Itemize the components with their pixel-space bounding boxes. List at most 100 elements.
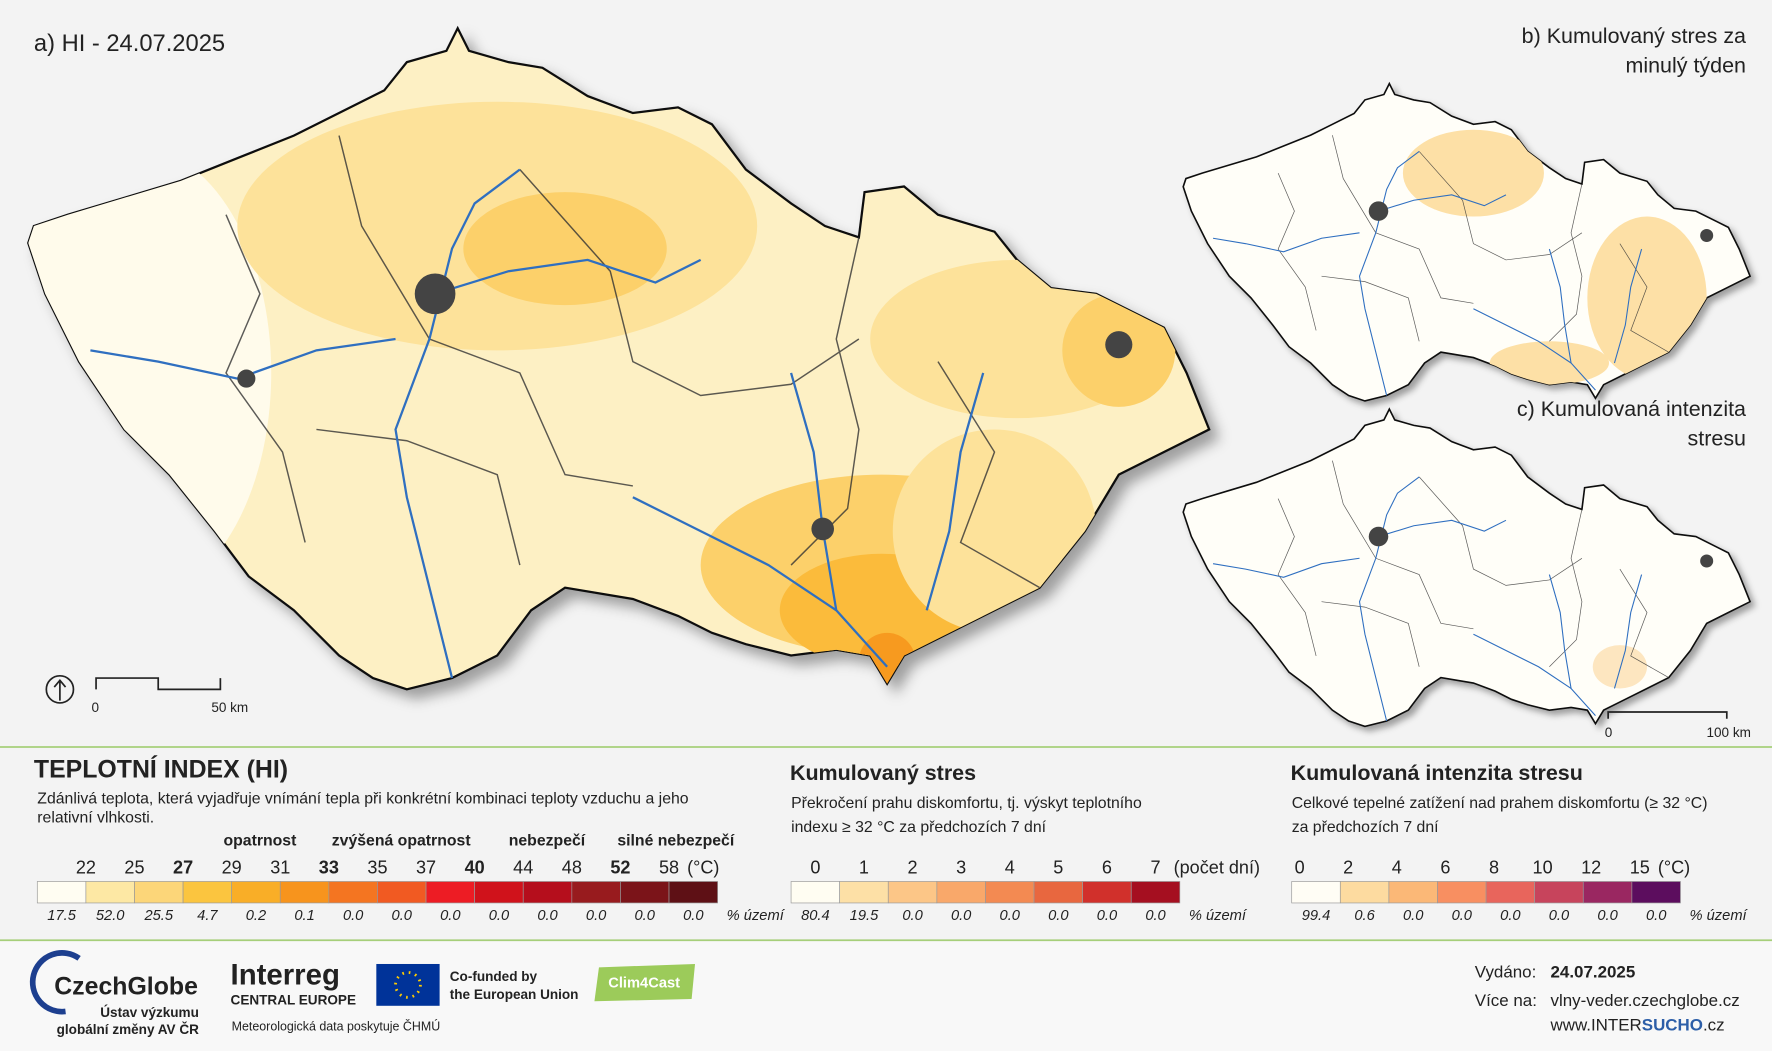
legend-tick-label: 12 [1581, 858, 1601, 878]
legend-swatch [1631, 881, 1681, 904]
legend-description: Překročení prahu diskomfortu, tj. výskyt… [791, 795, 1142, 812]
legend-share: 0.0 [1500, 908, 1521, 924]
legend-tick-label: 0 [810, 858, 820, 878]
legend-share: 25.5 [143, 908, 173, 924]
legend-description: relativní vlhkosti. [37, 810, 154, 827]
legend-swatch [377, 881, 427, 904]
project-name: Clim4Cast [608, 976, 680, 992]
legend-tick-label: 22 [76, 858, 96, 878]
legend-share: 19.5 [850, 908, 879, 924]
legend-swatch [839, 881, 889, 904]
legend-share: 4.7 [197, 908, 218, 924]
legend-share-unit: % území [1189, 908, 1248, 924]
legend-share-unit: % území [1690, 908, 1749, 924]
legend-share: 99.4 [1302, 908, 1331, 924]
legend-swatch [1437, 881, 1487, 904]
logo-subtitle: Ústav výzkumu [100, 1005, 199, 1020]
legend-swatch [790, 881, 841, 904]
legend-tick-label: 2 [1343, 858, 1353, 878]
legend-tick-label: 44 [513, 858, 533, 878]
legend-tick-label: 52 [610, 858, 630, 878]
legend-swatch [1582, 881, 1633, 904]
eu-flag [376, 963, 440, 1006]
map-intensity: c) Kumulovaná intenzita stresu 0 100 km [1182, 397, 1751, 740]
legend-swatch [1485, 881, 1536, 904]
map-title: b) Kumulovaný stres za [1522, 24, 1746, 48]
legend-swatch [668, 881, 718, 904]
hazard-level: nebezpečí [509, 832, 586, 849]
legend-share-unit: % území [727, 908, 786, 924]
north-arrow [53, 679, 67, 701]
legend-unit: (počet dní) [1174, 858, 1260, 878]
legend-swatch [182, 881, 233, 904]
legend-swatch [571, 881, 621, 904]
legend-items: 22 25 27 29 31 33 35 37 40 44 48 52 58 (°C)17.5 52.0 25… [36, 832, 1749, 924]
scale-label: 100 km [1706, 725, 1750, 740]
eu-stars [394, 971, 422, 999]
legend-share: 0.0 [392, 908, 413, 924]
legend-share: 0.0 [1403, 908, 1424, 924]
legend-share: 0.0 [683, 908, 704, 924]
legend-share: 0.0 [1048, 908, 1069, 924]
logo-subtitle: globální změny AV ČR [57, 1022, 199, 1037]
legend-swatch [85, 881, 135, 904]
scale-bar [1607, 711, 1728, 719]
legend-tick-label: 10 [1533, 858, 1553, 878]
hazard-level: silné nebezpečí [617, 832, 734, 849]
legend-tick-label: 33 [319, 858, 339, 878]
legend-description: Zdánlivá teplota, která vyjadřuje vnímán… [37, 791, 689, 808]
more-label: Více na: [1475, 991, 1537, 1010]
legend-tick-label: 4 [1005, 858, 1015, 878]
legend-tick-label: 1 [859, 858, 869, 878]
interreg-region: CENTRAL EUROPE [231, 993, 356, 1008]
legend-tick-label: 25 [124, 858, 144, 878]
legend-swatch [36, 881, 87, 904]
legend-swatch [522, 881, 573, 904]
issued-label: Vydáno: [1475, 963, 1537, 982]
legend-swatch [279, 881, 330, 904]
legend-unit: (°C) [687, 858, 719, 878]
legend-swatch [231, 881, 281, 904]
legend-swatch [1082, 881, 1132, 904]
legend-swatch [985, 881, 1035, 904]
legend-tick-label: 0 [1295, 858, 1305, 878]
legend-swatch [620, 881, 670, 904]
map-title: a) HI - 24.07.2025 [34, 31, 225, 57]
legend-share: 0.1 [294, 908, 314, 924]
legend-title: Kumulovaný stres [790, 761, 976, 785]
legend-share: 0.0 [1000, 908, 1021, 924]
legend-swatch [1339, 881, 1390, 904]
legend-tick-label: 6 [1102, 858, 1112, 878]
legend-swatch [1033, 881, 1083, 904]
legend-share: 0.0 [635, 908, 656, 924]
hazard-level: opatrnost [223, 832, 297, 849]
scale-label: 0 [92, 700, 100, 715]
legend-unit: (°C) [1658, 858, 1690, 878]
legend-tick-label: 8 [1489, 858, 1499, 878]
legend-swatch [1291, 881, 1341, 904]
legend-swatch [887, 881, 938, 904]
legend-swatch [328, 881, 378, 904]
legend-share: 0.6 [1354, 908, 1375, 924]
legend-tick-label: 6 [1440, 858, 1450, 878]
map-title: c) Kumulovaná intenzita [1517, 397, 1746, 421]
data-source: Meteorologická data poskytuje ČHMÚ [232, 1019, 441, 1034]
logo-text: CzechGlobe [54, 972, 198, 1000]
legend-share: 0.0 [537, 908, 558, 924]
logo-arc [29, 950, 81, 1015]
link-part: www. [1550, 1016, 1591, 1035]
legend-tick-label: 48 [562, 858, 582, 878]
footer: CzechGlobe Ústav výzkumu globální změny … [29, 950, 1740, 1037]
legend-swatch [1130, 881, 1181, 904]
legend-swatch [1388, 881, 1438, 904]
legend-tick-label: 2 [908, 858, 918, 878]
legend-tick-label: 40 [465, 858, 485, 878]
eu-text: Co-funded by [450, 969, 538, 984]
project-badge [594, 963, 696, 1002]
legend-swatch [1534, 881, 1584, 904]
legend-tick-label: 31 [270, 858, 290, 878]
interreg-logo: Interreg [231, 958, 340, 991]
legend-description: za předchozích 7 dní [1292, 819, 1439, 836]
